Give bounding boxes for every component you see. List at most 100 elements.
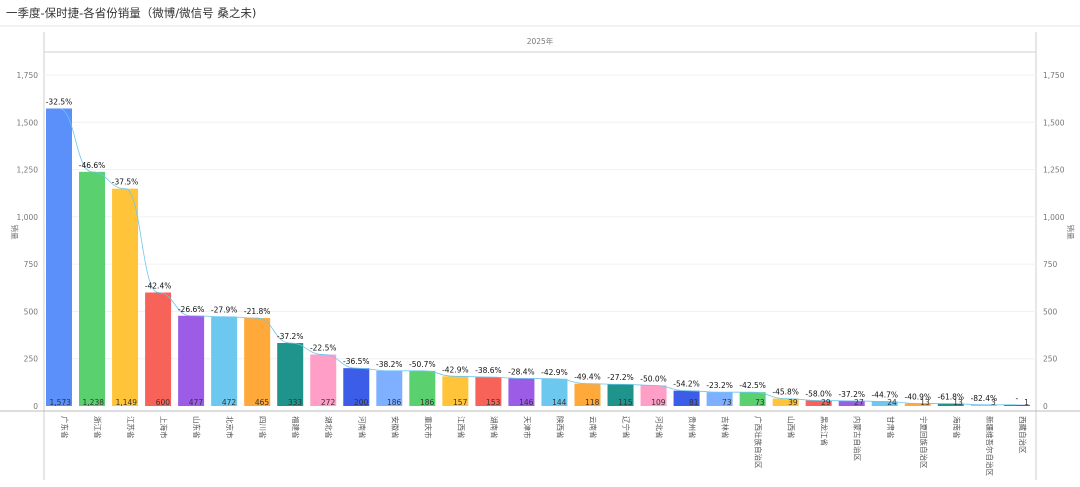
y-tick-left: 1,000	[17, 213, 39, 222]
y-tick-left: 500	[24, 307, 39, 316]
yoy-label: -50.7%	[409, 360, 436, 369]
yoy-label: -32.5%	[46, 97, 73, 106]
x-tick-label: 河南省	[357, 416, 367, 439]
x-tick-label: 上海市	[159, 416, 169, 439]
y-tick-left: 0	[33, 402, 38, 411]
y-tick-right: 0	[1043, 402, 1048, 411]
value-label: 39	[788, 398, 798, 407]
value-label: 1,238	[83, 398, 105, 407]
x-tick-label: 重庆市	[423, 416, 433, 439]
value-label: 81	[689, 398, 699, 407]
yoy-label: -50.0%	[640, 374, 667, 383]
bar	[508, 378, 535, 406]
yoy-label: -42.9%	[442, 365, 469, 374]
x-tick-label: 安徽省	[390, 416, 400, 439]
bar	[904, 403, 931, 406]
value-label: 333	[288, 398, 303, 407]
yoy-label: -42.4%	[145, 282, 172, 291]
x-tick-label: 湖北省	[324, 416, 334, 439]
x-tick-label: 湖南省	[489, 416, 499, 439]
yoy-label: -46.6%	[79, 161, 106, 170]
x-tick-label: 宁夏回族自治区	[919, 416, 929, 469]
y-tick-left: 1,750	[17, 71, 39, 80]
bar	[1003, 404, 1030, 406]
x-tick-label: 西藏自治区	[1018, 416, 1028, 454]
x-tick-label: 内蒙古自治区	[853, 416, 863, 461]
value-label: 118	[585, 398, 600, 407]
yoy-label: -27.9%	[211, 306, 238, 315]
x-tick-label: 北京市	[225, 416, 235, 439]
x-tick-label: 陕西省	[555, 416, 565, 439]
y-tick-left: 1,250	[17, 166, 39, 175]
bar	[541, 378, 568, 406]
value-label: 29	[821, 398, 831, 407]
bar	[970, 404, 997, 406]
bar	[145, 292, 172, 406]
yoy-label: -40.9%	[905, 393, 932, 402]
bar	[574, 383, 601, 406]
yoy-label: -37.2%	[838, 390, 865, 399]
value-label: 600	[156, 398, 171, 407]
x-tick-label: 海南省	[952, 416, 962, 439]
value-label: 186	[420, 398, 435, 407]
bar	[871, 401, 898, 406]
x-tick-label: 甘肃省	[886, 416, 896, 439]
bar	[739, 392, 766, 406]
value-label: 472	[222, 398, 237, 407]
bar	[310, 354, 337, 406]
value-label: 13	[953, 398, 963, 407]
x-tick-label: 广西壮族自治区	[754, 416, 764, 469]
y-tick-left: 250	[24, 355, 39, 364]
y-tick-right: 500	[1043, 307, 1058, 316]
y-tick-right: 1,000	[1043, 213, 1065, 222]
yoy-line	[58, 108, 1017, 406]
value-label: 157	[453, 398, 468, 407]
y-tick-right: 1,250	[1043, 166, 1065, 175]
bar	[805, 400, 832, 406]
value-label: 13	[920, 398, 930, 407]
value-label: 1,573	[50, 398, 72, 407]
value-label: 186	[387, 398, 402, 407]
yoy-label: -38.6%	[475, 366, 502, 375]
x-tick-label: 山西省	[787, 416, 797, 439]
bar	[475, 377, 502, 406]
yoy-label: -21.8%	[244, 307, 271, 316]
bar	[442, 376, 469, 406]
value-label: 24	[887, 398, 897, 407]
yoy-label: -49.4%	[574, 373, 601, 382]
yoy-label: -28.4%	[508, 367, 535, 376]
value-label: 465	[255, 398, 270, 407]
yoy-label: -38.2%	[376, 360, 403, 369]
x-tick-label: 贵州省	[688, 416, 698, 439]
value-label: 1	[1024, 398, 1029, 407]
bar	[343, 368, 370, 406]
bar	[640, 385, 667, 406]
value-label: 73	[755, 398, 765, 407]
x-tick-label: 广东省	[60, 416, 70, 439]
bar	[277, 343, 304, 406]
y-tick-left: 1,500	[17, 118, 39, 127]
yoy-label: -22.5%	[310, 344, 337, 353]
bar	[79, 171, 106, 406]
yoy-label: -	[1016, 394, 1019, 403]
y-tick-right: 750	[1043, 260, 1058, 269]
value-label: 153	[486, 398, 501, 407]
x-tick-label: 江西省	[456, 416, 466, 439]
yoy-label: -37.2%	[277, 332, 304, 341]
bar	[244, 318, 271, 406]
yoy-label: -61.8%	[938, 393, 965, 402]
value-label: 27	[854, 398, 864, 407]
value-label: 115	[618, 398, 633, 407]
yoy-label: -44.7%	[871, 390, 898, 399]
x-tick-label: 河北省	[655, 416, 665, 439]
x-tick-label: 四川省	[258, 416, 268, 439]
y-tick-right: 1,500	[1043, 118, 1065, 127]
bars	[46, 108, 1030, 407]
value-label: 146	[519, 398, 534, 407]
yoy-label: -42.9%	[541, 368, 568, 377]
gridlines: 0 0 250 250 500 500 750 750 1,000 1,000 1,250 1,250…	[17, 71, 1065, 411]
bar	[112, 188, 139, 406]
x-tick-label: 浙江省	[93, 416, 103, 439]
yoy-label: -36.5%	[343, 357, 370, 366]
